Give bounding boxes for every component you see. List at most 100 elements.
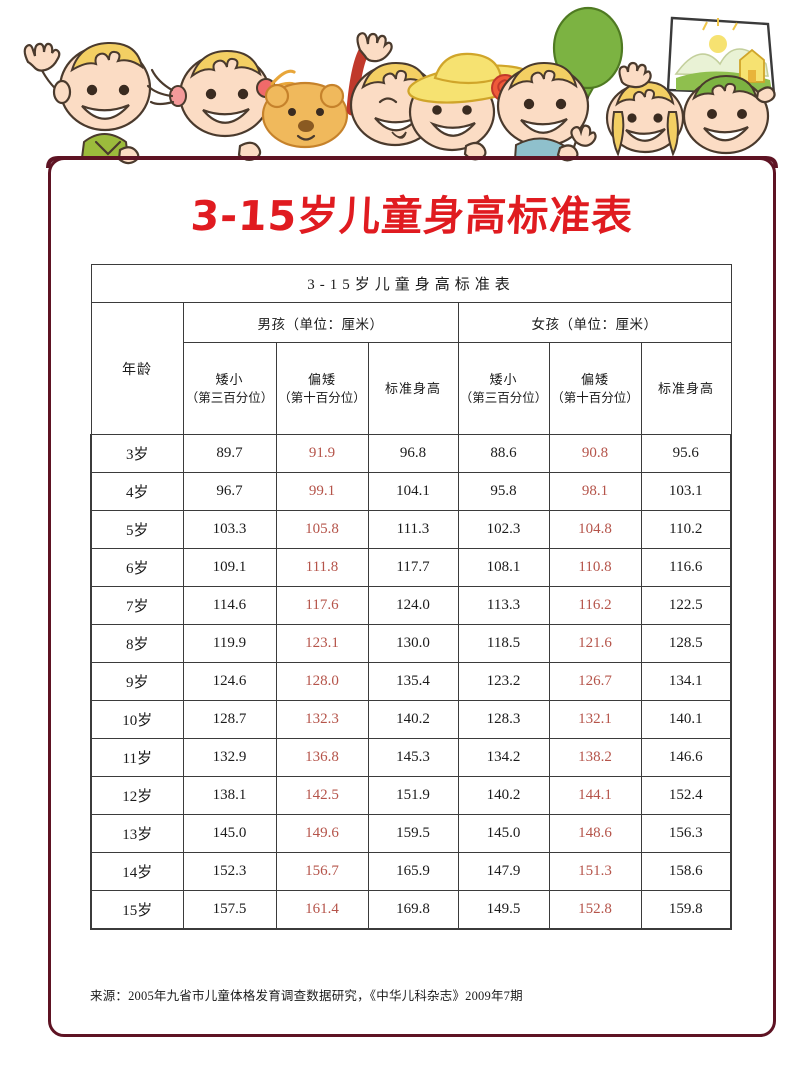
blonde-girl-waving	[605, 61, 685, 157]
cell-boy-standard: 96.8	[367, 434, 459, 473]
cell-boy-short: 109.1	[182, 548, 277, 587]
cell-age: 11岁	[90, 738, 184, 777]
waving-boy-green-shirt	[23, 41, 152, 165]
table-row: 8岁 119.9 123.1 130.0 118.5 121.6 128.5	[90, 624, 733, 663]
cell-boy-lowish: 156.7	[275, 852, 369, 891]
cell-girl-lowish: 138.2	[548, 738, 642, 777]
header-girl-short: 矮小 （第三百分位）	[457, 342, 550, 435]
cell-boy-standard: 124.0	[367, 586, 459, 625]
cell-boy-standard: 169.8	[367, 890, 459, 930]
header-boy-lowish: 偏矮 （第十百分位）	[275, 342, 369, 435]
cell-age: 12岁	[90, 776, 184, 815]
cell-boy-lowish: 128.0	[275, 662, 369, 701]
cell-boy-lowish: 142.5	[275, 776, 369, 815]
table-caption: 3-15岁儿童身高标准表	[90, 264, 732, 303]
cell-girl-lowish: 126.7	[548, 662, 642, 701]
pigtail-right	[256, 69, 300, 104]
cell-girl-lowish: 132.1	[548, 700, 642, 739]
cell-boy-standard: 135.4	[367, 662, 459, 701]
cell-girl-lowish: 98.1	[548, 472, 642, 511]
cell-girl-standard: 146.6	[640, 738, 733, 777]
table-caption-row: 3-15岁儿童身高标准表	[90, 264, 732, 303]
header-boy-short-l1: 矮小	[215, 371, 244, 387]
cell-girl-standard: 140.1	[640, 700, 733, 739]
cell-boy-short: 124.6	[182, 662, 277, 701]
cell-boy-standard: 111.3	[367, 510, 459, 549]
cell-boy-short: 114.6	[182, 586, 277, 625]
pigtail-girl	[146, 49, 300, 162]
table-group-header-row: 年龄 男孩（单位：厘米） 女孩（单位：厘米）	[90, 302, 732, 435]
header-boy-lowish-l1: 偏矮	[307, 371, 336, 387]
cell-boy-short: 145.0	[182, 814, 277, 853]
cell-boy-short: 119.9	[182, 624, 277, 663]
cell-boy-standard: 117.7	[367, 548, 459, 587]
cell-boy-standard: 165.9	[367, 852, 459, 891]
cell-girl-standard: 134.1	[640, 662, 733, 701]
header-girl-lowish: 偏矮 （第十百分位）	[548, 342, 642, 435]
cell-age: 9岁	[90, 662, 184, 701]
table-row: 15岁 157.5 161.4 169.8 149.5 152.8 159.8	[90, 890, 733, 930]
table-row: 12岁 138.1 142.5 151.9 140.2 144.1 152.4	[90, 776, 733, 815]
cell-boy-short: 128.7	[182, 700, 277, 739]
cell-girl-standard: 122.5	[640, 586, 733, 625]
header-group-boys: 男孩（单位：厘米）	[182, 302, 459, 343]
cell-girl-short: 108.1	[457, 548, 550, 587]
table-sub-header-row: 矮小 （第三百分位） 偏矮 （第十百分位） 标准身高 矮小 （第三百分位） 偏矮	[91, 342, 732, 435]
cell-boy-short: 132.9	[182, 738, 277, 777]
cell-boy-standard: 159.5	[367, 814, 459, 853]
header-girl-standard: 标准身高	[640, 342, 732, 435]
cell-boy-lowish: 136.8	[275, 738, 369, 777]
cell-boy-lowish: 99.1	[275, 472, 369, 511]
cell-age: 4岁	[90, 472, 184, 511]
cell-age: 3岁	[90, 434, 184, 473]
source-note: 来源：2005年九省市儿童体格发育调查数据研究，《中华儿科杂志》2009年7期	[90, 989, 523, 1003]
header-boy-lowish-l2: （第十百分位）	[278, 390, 366, 405]
cell-girl-lowish: 144.1	[548, 776, 642, 815]
cell-boy-lowish: 91.9	[275, 434, 369, 473]
cell-age: 13岁	[90, 814, 184, 853]
cell-boy-standard: 145.3	[367, 738, 459, 777]
header-group-girls: 女孩（单位：厘米）	[457, 302, 732, 343]
cell-girl-lowish: 151.3	[548, 852, 642, 891]
header-boy-short-l2: （第三百分位）	[185, 390, 274, 405]
cell-boy-standard: 151.9	[367, 776, 459, 815]
cell-girl-short: 149.5	[457, 890, 550, 930]
cell-age: 8岁	[90, 624, 184, 663]
poster-frame	[48, 157, 776, 1037]
cell-girl-standard: 156.3	[640, 814, 733, 853]
cell-girl-short: 113.3	[457, 586, 550, 625]
cell-age: 7岁	[90, 586, 184, 625]
table-row: 13岁 145.0 149.6 159.5 145.0 148.6 156.3	[90, 814, 733, 853]
cell-girl-short: 147.9	[457, 852, 550, 891]
cell-girl-short: 140.2	[457, 776, 550, 815]
cell-boy-lowish: 117.6	[275, 586, 369, 625]
table-row: 6岁 109.1 111.8 117.7 108.1 110.8 116.6	[90, 548, 733, 587]
boy-holding-drawing	[666, 16, 776, 155]
page-title: 3-15岁儿童身高标准表	[189, 192, 635, 240]
cell-girl-standard: 152.4	[640, 776, 733, 815]
cell-boy-lowish: 132.3	[275, 700, 369, 739]
cell-girl-lowish: 110.8	[548, 548, 642, 587]
cell-age: 5岁	[90, 510, 184, 549]
cell-girl-short: 123.2	[457, 662, 550, 701]
cell-girl-standard: 110.2	[640, 510, 733, 549]
table-row: 10岁 128.7 132.3 140.2 128.3 132.1 140.1	[90, 700, 733, 739]
header-girl-short-l2: （第三百分位）	[459, 390, 548, 405]
girl-yellow-hat-red-flower	[407, 52, 533, 161]
boy-with-green-balloon	[496, 6, 624, 162]
table-row: 5岁 103.3 105.8 111.3 102.3 104.8 110.2	[90, 510, 733, 549]
cell-girl-standard: 95.6	[640, 434, 733, 473]
table-row: 4岁 96.7 99.1 104.1 95.8 98.1 103.1	[90, 472, 733, 511]
pigtail-left	[146, 68, 187, 107]
cell-girl-standard: 128.5	[640, 624, 733, 663]
height-standard-table-wrapper: 3-15岁儿童身高标准表 年龄 男孩（单位：厘米） 女孩（单位：厘米） 矮小 （…	[90, 264, 733, 930]
cell-boy-lowish: 123.1	[275, 624, 369, 663]
cell-boy-standard: 104.1	[367, 472, 459, 511]
cell-age: 14岁	[90, 852, 184, 891]
header-boy-short: 矮小 （第三百分位）	[182, 342, 277, 435]
header-girl-lowish-l2: （第十百分位）	[551, 390, 639, 405]
cell-boy-standard: 130.0	[367, 624, 459, 663]
cell-girl-short: 128.3	[457, 700, 550, 739]
cell-boy-short: 96.7	[182, 472, 277, 511]
cell-girl-lowish: 152.8	[548, 890, 642, 930]
